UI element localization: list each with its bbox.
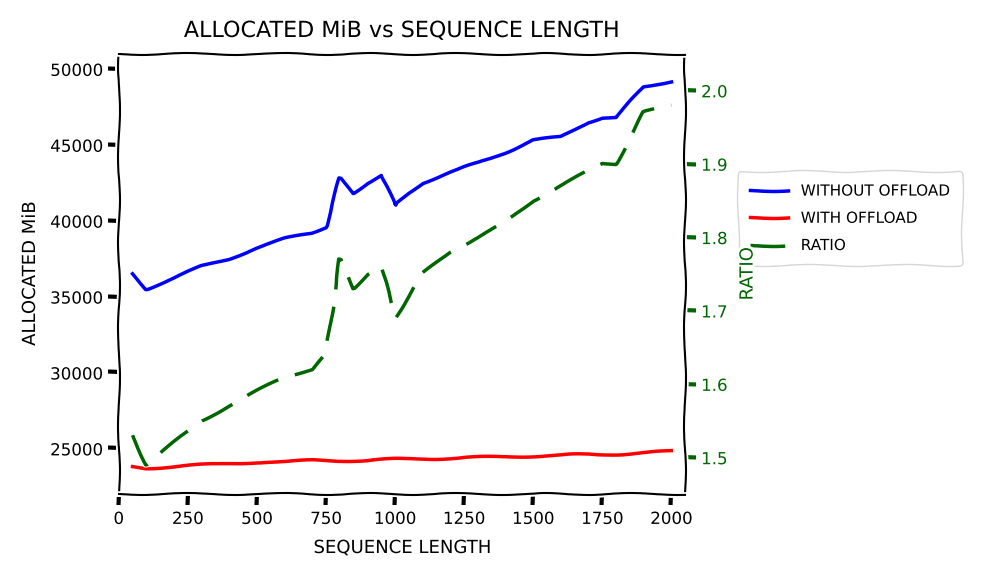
RATIO: [555, 182, 567, 189]
RATIO: [196, 417, 208, 424]
WITHOUT OFFLOAD: [306, 229, 318, 236]
RATIO: [665, 102, 677, 109]
WITH OFFLOAD: [223, 460, 235, 467]
WITHOUT OFFLOAD: [665, 77, 677, 84]
RATIO: [596, 160, 608, 167]
RATIO: [389, 314, 401, 321]
RATIO: [306, 366, 318, 373]
WITHOUT OFFLOAD: [361, 179, 373, 186]
RATIO: [444, 249, 456, 255]
WITHOUT OFFLOAD: [334, 175, 346, 181]
WITH OFFLOAD: [610, 451, 622, 458]
WITH OFFLOAD: [638, 450, 650, 457]
WITH OFFLOAD: [403, 455, 415, 462]
WITH OFFLOAD: [140, 465, 152, 472]
WITH OFFLOAD: [665, 448, 677, 455]
WITHOUT OFFLOAD: [444, 169, 456, 176]
Y-axis label: RATIO: RATIO: [739, 247, 757, 301]
RATIO: [127, 432, 139, 439]
RATIO: [582, 168, 594, 175]
WITH OFFLOAD: [527, 453, 539, 460]
WITHOUT OFFLOAD: [596, 114, 608, 121]
WITH OFFLOAD: [375, 456, 387, 463]
WITH OFFLOAD: [389, 456, 401, 463]
WITH OFFLOAD: [361, 457, 373, 464]
WITH OFFLOAD: [278, 458, 290, 465]
WITHOUT OFFLOAD: [168, 275, 180, 282]
WITHOUT OFFLOAD: [278, 235, 290, 242]
RATIO: [140, 461, 152, 468]
RATIO: [527, 197, 539, 204]
WITH OFFLOAD: [444, 455, 456, 462]
WITHOUT OFFLOAD: [320, 223, 332, 230]
RATIO: [417, 271, 429, 277]
WITH OFFLOAD: [334, 457, 346, 464]
WITH OFFLOAD: [320, 457, 332, 464]
WITHOUT OFFLOAD: [375, 172, 387, 179]
WITHOUT OFFLOAD: [127, 271, 139, 277]
WITH OFFLOAD: [127, 463, 139, 470]
WITH OFFLOAD: [472, 454, 484, 461]
WITHOUT OFFLOAD: [527, 137, 539, 144]
WITH OFFLOAD: [168, 463, 180, 470]
Y-axis label: ALLOCATED MiB: ALLOCATED MiB: [21, 202, 39, 346]
WITHOUT OFFLOAD: [196, 263, 208, 270]
WITH OFFLOAD: [500, 453, 512, 460]
WITHOUT OFFLOAD: [140, 286, 152, 292]
RATIO: [168, 439, 180, 446]
WITHOUT OFFLOAD: [403, 190, 415, 197]
Legend: WITHOUT OFFLOAD, WITH OFFLOAD, RATIO: WITHOUT OFFLOAD, WITH OFFLOAD, RATIO: [738, 171, 962, 265]
WITHOUT OFFLOAD: [251, 244, 263, 251]
WITHOUT OFFLOAD: [500, 149, 512, 156]
Line: WITH OFFLOAD: WITH OFFLOAD: [133, 451, 671, 468]
WITH OFFLOAD: [555, 452, 567, 459]
WITHOUT OFFLOAD: [389, 202, 401, 209]
RATIO: [251, 388, 263, 395]
RATIO: [334, 255, 346, 262]
WITH OFFLOAD: [417, 455, 429, 462]
WITHOUT OFFLOAD: [638, 84, 650, 91]
Line: RATIO: RATIO: [133, 105, 671, 465]
RATIO: [278, 373, 290, 380]
WITHOUT OFFLOAD: [223, 255, 235, 262]
WITHOUT OFFLOAD: [472, 160, 484, 166]
Title: ALLOCATED MiB vs SEQUENCE LENGTH: ALLOCATED MiB vs SEQUENCE LENGTH: [184, 21, 620, 41]
RATIO: [500, 219, 512, 226]
WITH OFFLOAD: [348, 457, 360, 464]
WITH OFFLOAD: [306, 457, 318, 464]
WITH OFFLOAD: [582, 451, 594, 458]
WITHOUT OFFLOAD: [417, 179, 429, 186]
RATIO: [223, 402, 235, 409]
RATIO: [472, 234, 484, 240]
WITHOUT OFFLOAD: [610, 114, 622, 121]
RATIO: [638, 109, 650, 116]
RATIO: [375, 263, 387, 270]
WITH OFFLOAD: [196, 462, 208, 469]
WITHOUT OFFLOAD: [555, 134, 567, 140]
WITHOUT OFFLOAD: [348, 190, 360, 197]
RATIO: [610, 160, 622, 167]
WITH OFFLOAD: [596, 451, 608, 458]
WITH OFFLOAD: [251, 458, 263, 465]
Line: WITHOUT OFFLOAD: WITHOUT OFFLOAD: [133, 81, 671, 289]
X-axis label: SEQUENCE LENGTH: SEQUENCE LENGTH: [313, 539, 490, 557]
WITHOUT OFFLOAD: [582, 118, 594, 125]
RATIO: [403, 292, 415, 299]
RATIO: [348, 285, 360, 292]
RATIO: [320, 351, 332, 358]
RATIO: [361, 271, 373, 277]
